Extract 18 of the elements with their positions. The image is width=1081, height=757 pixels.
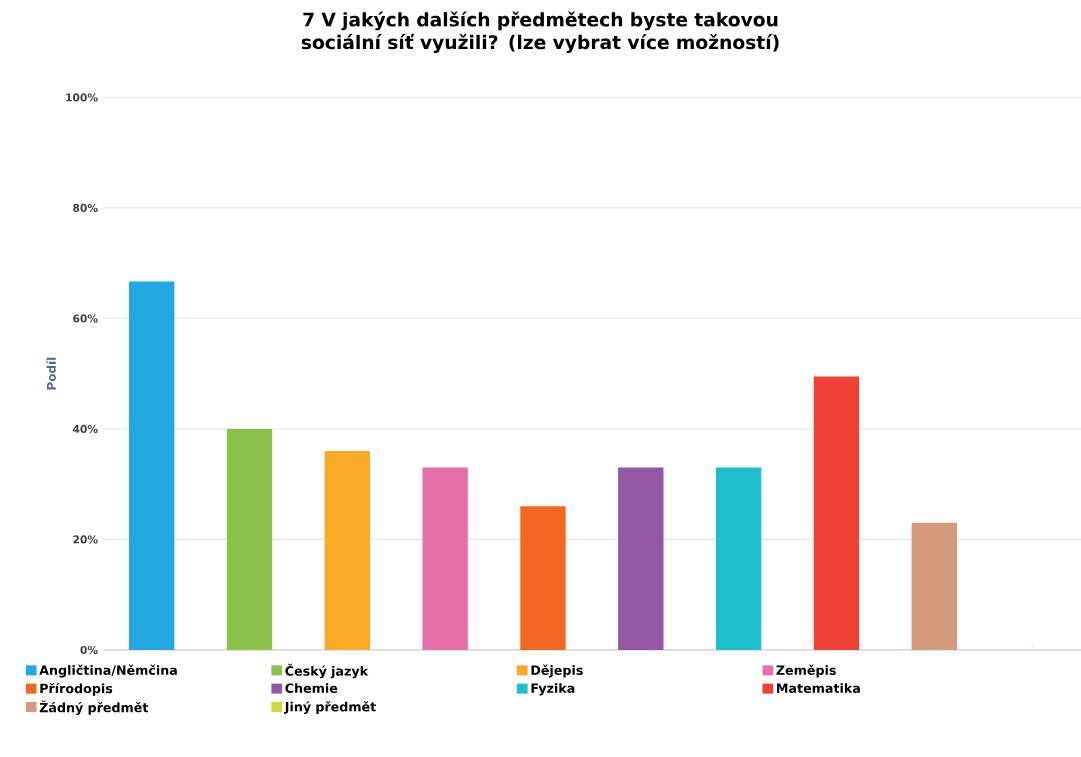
legend-label: Chemie [285,683,338,694]
legend-label: Zeměpis [776,664,836,678]
y-tick-label: 80% [73,204,98,213]
y-tick-label: 100% [66,93,98,102]
legend-label: Angličtina/Němčina [39,664,177,678]
y-tick-label: 20% [73,535,98,544]
legend-label: Jiný předmět [284,701,376,715]
legend-label: Přírodopis [40,683,113,696]
legend-label: Fyzika [531,683,575,696]
legend-label: Matematika [777,683,860,694]
legend-label: Dějepis [531,664,583,678]
y-tick-label: 0% [80,646,98,655]
chart-title: 7 V jakých dalších předmětech byste takovou sociální síť využili? (lze vybrat více možností) [301,11,779,54]
legend-label: Český jazyk [285,663,369,679]
legend-label: Žádný předmět [39,700,149,716]
y-axis-title: Podíl [46,357,56,390]
y-tick-label: 40% [72,425,98,434]
y-tick-label: 60% [73,314,98,323]
